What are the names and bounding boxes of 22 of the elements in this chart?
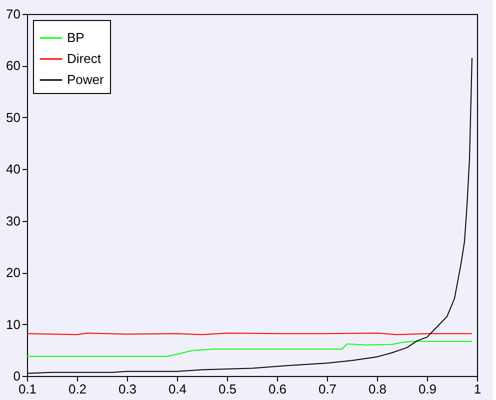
x-tick-label: 0.4 — [168, 382, 187, 396]
legend-label: BP — [67, 30, 84, 45]
x-tick-label: 0.6 — [268, 382, 287, 396]
legend-label: Direct — [67, 51, 102, 66]
y-tick-label: 30 — [6, 213, 20, 228]
y-tick-label: 10 — [6, 316, 20, 332]
x-tick-label: 0.3 — [118, 382, 137, 396]
x-tick-label: 0.5 — [218, 382, 237, 396]
y-tick-label: 50 — [6, 110, 20, 125]
x-tick-label: 0.7 — [318, 382, 337, 396]
x-tick-label: 0.1 — [18, 382, 37, 396]
legend-label: Power — [67, 72, 105, 87]
y-tick-label: 20 — [6, 265, 20, 280]
y-tick-label: 60 — [6, 58, 20, 74]
y-tick-label: 40 — [6, 162, 20, 177]
x-tick-label: 0.9 — [418, 382, 437, 396]
y-tick-label: 70 — [6, 6, 20, 22]
y-tick-label: 0 — [13, 368, 20, 384]
x-tick-label: 0.2 — [68, 382, 87, 396]
line-series — [27, 340, 472, 357]
x-tick-label: 1 — [474, 382, 482, 396]
x-tick-label: 0.8 — [368, 382, 387, 396]
